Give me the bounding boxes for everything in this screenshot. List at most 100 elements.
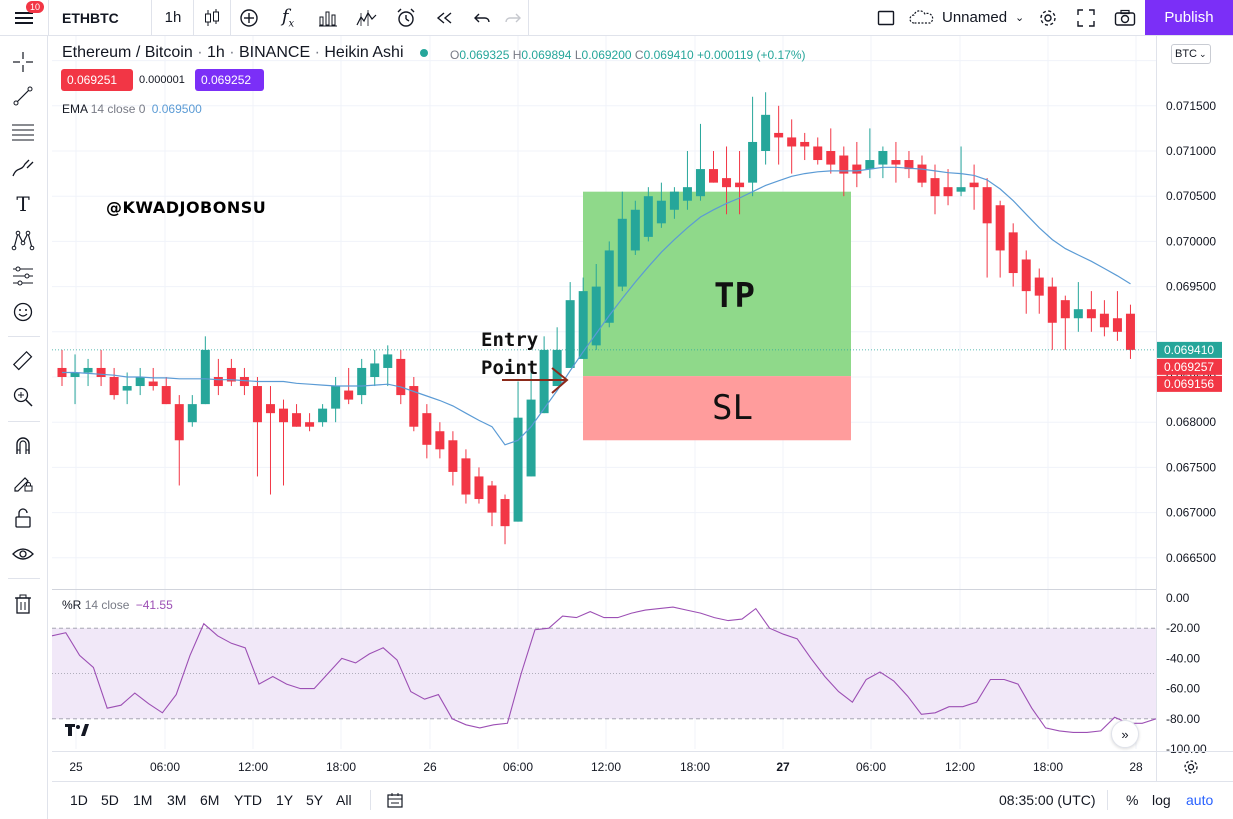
pane-separator[interactable] bbox=[52, 589, 1156, 590]
candle-body bbox=[565, 300, 575, 368]
brush-icon bbox=[12, 159, 34, 177]
candle-body bbox=[591, 286, 601, 346]
magnet-icon bbox=[16, 437, 30, 454]
time-tick-label: 27 bbox=[776, 760, 790, 774]
toolbar-divider bbox=[8, 421, 40, 422]
chart-style-button[interactable] bbox=[193, 0, 231, 35]
time-axis[interactable]: 25 06:00 12:00 18:00 26 06:00 12:00 18:00 27 06:0… bbox=[69, 760, 1143, 774]
hamburger-icon bbox=[15, 11, 33, 24]
range-ytd[interactable]: YTD bbox=[234, 792, 262, 808]
time-tick-label: 28 bbox=[1129, 760, 1143, 774]
strategy-button[interactable] bbox=[348, 0, 386, 35]
candle-body bbox=[826, 151, 836, 165]
entry-arrow bbox=[502, 367, 569, 394]
trend-line-tool[interactable] bbox=[9, 82, 37, 110]
auto-toggle[interactable]: auto bbox=[1186, 792, 1214, 808]
snapshot-button[interactable] bbox=[1106, 0, 1144, 35]
tradingview-logo[interactable] bbox=[62, 717, 92, 743]
wr-tick-label: -60.00 bbox=[1166, 682, 1200, 696]
redo-button[interactable] bbox=[498, 0, 529, 35]
fullscreen-button[interactable] bbox=[1068, 0, 1104, 35]
trend-line-icon bbox=[13, 86, 33, 106]
candle bbox=[1047, 277, 1057, 350]
fib-tool[interactable] bbox=[9, 118, 37, 146]
settings-button[interactable] bbox=[1030, 0, 1066, 35]
title-interval: 1h bbox=[206, 44, 225, 61]
take-profit-zone[interactable] bbox=[583, 191, 851, 377]
prediction-tool[interactable] bbox=[9, 262, 37, 290]
remove-drawings-tool[interactable] bbox=[9, 590, 37, 618]
templates-button[interactable] bbox=[310, 0, 346, 35]
compare-button[interactable] bbox=[232, 0, 266, 35]
candle-body bbox=[1008, 232, 1018, 274]
candle-body bbox=[239, 377, 249, 387]
range-3m[interactable]: 3M bbox=[167, 792, 187, 808]
price-axis[interactable]: 0.071500 0.071000 0.070500 0.070000 0.069500… bbox=[1157, 99, 1222, 565]
range-5d[interactable]: 5D bbox=[101, 792, 119, 808]
replay-button[interactable] bbox=[427, 0, 463, 35]
candle-body bbox=[787, 137, 797, 147]
range-1m[interactable]: 1M bbox=[133, 792, 153, 808]
candle-body bbox=[331, 386, 341, 409]
publish-button[interactable]: Publish bbox=[1145, 0, 1233, 35]
alert-button[interactable] bbox=[388, 0, 424, 35]
range-1d[interactable]: 1D bbox=[70, 792, 88, 808]
price-tick-label: 0.066500 bbox=[1166, 551, 1216, 565]
range-6m[interactable]: 6M bbox=[200, 792, 220, 808]
range-5y[interactable]: 5Y bbox=[306, 792, 324, 808]
wr-tick-label: -80.00 bbox=[1166, 712, 1200, 726]
measure-tool[interactable] bbox=[9, 347, 37, 375]
candle bbox=[161, 377, 171, 405]
ema-legend[interactable]: EMA 14 close 0 0.069500 bbox=[62, 102, 202, 116]
range-all[interactable]: All bbox=[336, 792, 352, 808]
candle-body bbox=[617, 218, 627, 287]
candle-body bbox=[187, 404, 197, 423]
magnet-tool[interactable] bbox=[9, 432, 37, 460]
currency-selector[interactable]: BTC ⌄ bbox=[1171, 44, 1211, 64]
wr-legend[interactable]: %R 14 close −41.55 bbox=[62, 598, 173, 612]
utc-clock[interactable]: 08:35:00 (UTC) bbox=[999, 792, 1096, 808]
interval-button[interactable]: 1h bbox=[153, 0, 194, 35]
wr-axis[interactable]: 0.00 -20.00 -40.00 -60.00 -80.00 -100.00 bbox=[1166, 591, 1207, 756]
range-1y[interactable]: 1Y bbox=[276, 792, 294, 808]
buy-price-button[interactable]: 0.069252 bbox=[195, 69, 264, 91]
candle-body bbox=[474, 476, 484, 500]
crosshair-tool[interactable] bbox=[9, 48, 37, 76]
log-toggle[interactable]: log bbox=[1152, 792, 1171, 808]
hide-drawings-tool[interactable] bbox=[9, 540, 37, 568]
icon-tool[interactable] bbox=[9, 298, 37, 326]
date-range-button[interactable] bbox=[386, 791, 404, 814]
sell-price-button[interactable]: 0.069251 bbox=[61, 69, 133, 91]
toolbar-divider bbox=[8, 336, 40, 337]
percent-toggle[interactable]: % bbox=[1126, 792, 1139, 808]
tp-label: TP bbox=[714, 276, 755, 316]
bottom-divider bbox=[1107, 790, 1108, 810]
wr-tick-label: -100.00 bbox=[1166, 742, 1207, 756]
text-t-icon: T bbox=[16, 192, 30, 216]
candle-body bbox=[226, 367, 236, 382]
time-axis-settings[interactable] bbox=[1180, 756, 1202, 778]
zoom-tool[interactable] bbox=[9, 383, 37, 411]
symbol-title[interactable]: Ethereum / Bitcoin · 1h · BINANCE · Heik… bbox=[62, 44, 428, 62]
layout-name-button[interactable]: Unnamed ⌄ bbox=[908, 0, 1028, 35]
candle bbox=[409, 377, 419, 432]
menu-button[interactable]: 10 bbox=[0, 0, 49, 35]
candle-body bbox=[265, 404, 275, 414]
brush-tool[interactable] bbox=[9, 154, 37, 182]
pattern-tool[interactable] bbox=[9, 226, 37, 254]
lock-drawings-tool[interactable] bbox=[9, 504, 37, 532]
scroll-to-realtime-button[interactable]: » bbox=[1111, 720, 1139, 748]
candle-body bbox=[70, 372, 80, 377]
williams-r-panel bbox=[51, 606, 1157, 733]
stay-drawing-tool[interactable] bbox=[9, 468, 37, 496]
layout-select-button[interactable] bbox=[868, 0, 904, 35]
undo-button[interactable] bbox=[466, 0, 498, 35]
text-tool[interactable]: T bbox=[9, 190, 37, 218]
sl-label: SL bbox=[712, 388, 753, 428]
stop-loss-zone[interactable] bbox=[583, 376, 851, 441]
symbol-search[interactable]: ETHBTC bbox=[52, 0, 152, 35]
candle-body bbox=[161, 386, 171, 405]
indicators-button[interactable]: fx bbox=[268, 0, 308, 35]
candle-body bbox=[839, 155, 849, 174]
